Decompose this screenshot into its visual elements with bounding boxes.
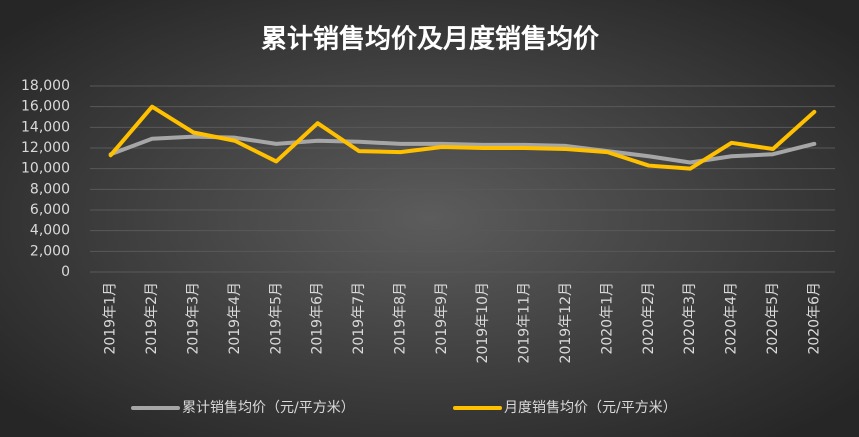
x-tick-label: 2019年10月	[475, 282, 491, 363]
chart-title: 累计销售均价及月度销售均价	[261, 24, 600, 55]
x-tick-label: 2019年3月	[185, 282, 201, 355]
x-tick-label: 2019年9月	[434, 282, 450, 355]
y-tick-label: 18,000	[21, 78, 70, 94]
y-tick-label: 12,000	[21, 140, 70, 156]
y-tick-label: 14,000	[21, 119, 70, 135]
y-tick-label: 6,000	[30, 202, 70, 218]
y-tick-label: 2,000	[30, 243, 70, 259]
y-tick-label: 10,000	[21, 161, 70, 177]
x-tick-label: 2019年4月	[227, 282, 243, 355]
x-tick-label: 2019年5月	[268, 282, 284, 355]
x-tick-label: 2020年4月	[724, 282, 740, 355]
y-tick-label: 16,000	[21, 99, 70, 115]
series-line	[108, 104, 817, 171]
y-tick-label: 0	[61, 264, 70, 280]
x-tick-label: 2019年7月	[351, 282, 367, 355]
x-tick-label: 2020年6月	[806, 282, 822, 355]
x-tick-label: 2019年2月	[144, 282, 160, 355]
x-tick-label: 2019年11月	[517, 282, 533, 363]
x-tick-label: 2019年6月	[310, 282, 326, 355]
x-tick-label: 2019年8月	[392, 282, 408, 355]
x-tick-label: 2019年1月	[103, 282, 119, 355]
legend-label: 累计销售均价（元/平方米）	[182, 400, 355, 416]
x-tick-label: 2020年3月	[682, 282, 698, 355]
x-tick-label: 2020年1月	[599, 282, 615, 355]
x-tick-label: 2019年12月	[558, 282, 574, 363]
y-tick-label: 4,000	[30, 223, 70, 239]
legend-label: 月度销售均价（元/平方米）	[504, 400, 677, 416]
x-tick-label: 2020年2月	[641, 282, 657, 355]
y-tick-label: 8,000	[30, 181, 70, 197]
x-tick-label: 2020年5月	[765, 282, 781, 355]
